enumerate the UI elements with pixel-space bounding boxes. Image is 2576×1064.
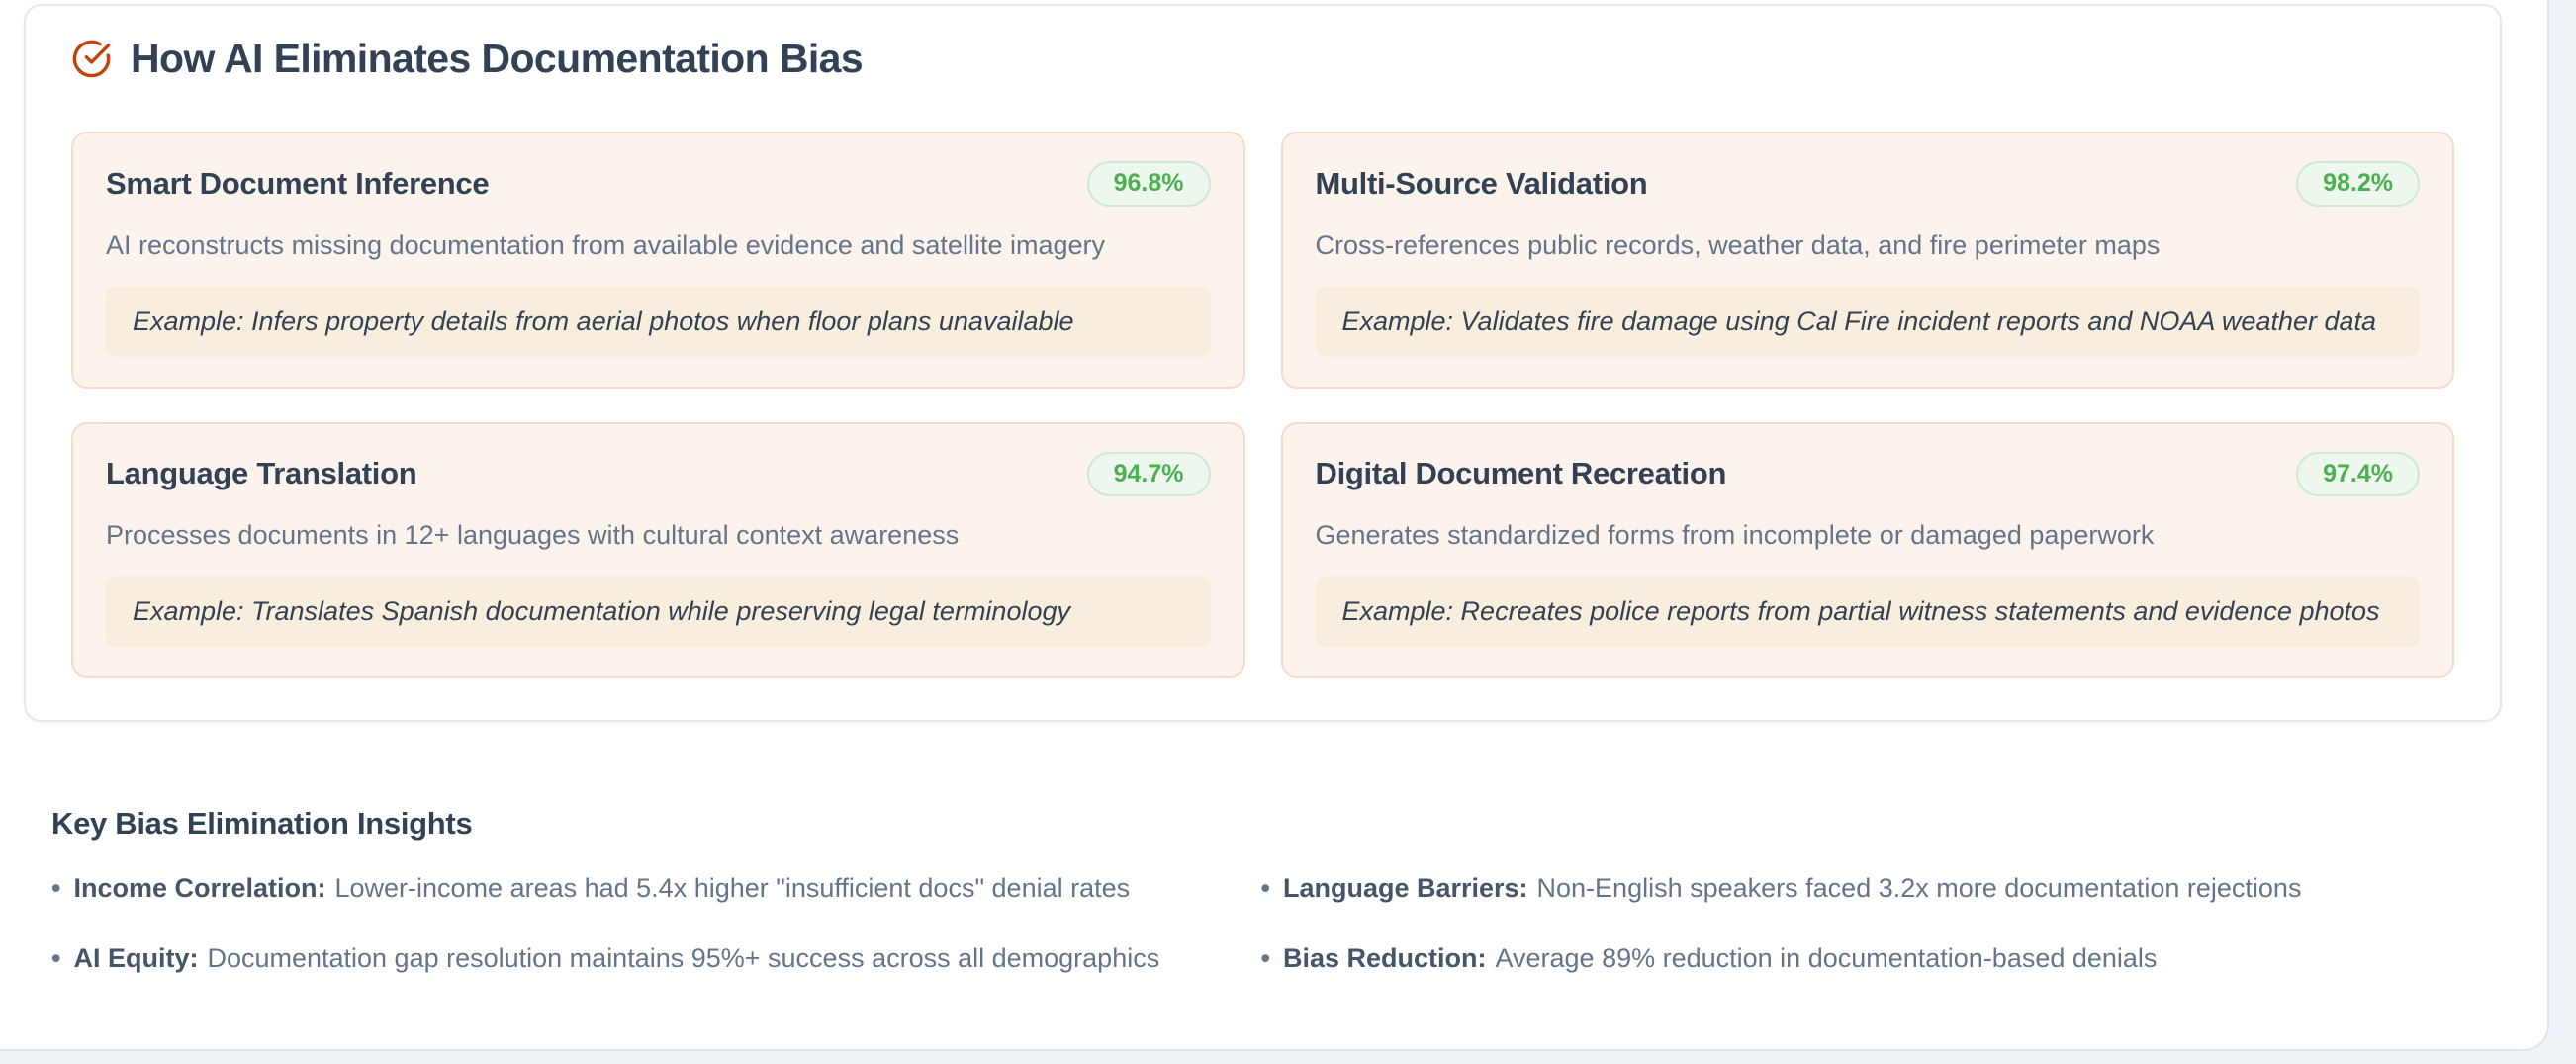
documentation-bias-card: How AI Eliminates Documentation Bias Sma… bbox=[24, 4, 2502, 722]
feature-card-header: Multi-Source Validation 98.2% bbox=[1315, 161, 2420, 207]
accuracy-badge: 97.4% bbox=[2296, 451, 2420, 496]
insight-bias-reduction: • Bias Reduction: Average 89% reduction … bbox=[1261, 943, 2471, 974]
accuracy-badge: 96.8% bbox=[1086, 161, 1211, 207]
card-header: How AI Eliminates Documentation Bias bbox=[71, 36, 2454, 82]
insight-text: Average 89% reduction in documentation-b… bbox=[1495, 943, 2158, 973]
accuracy-badge: 94.7% bbox=[1086, 451, 1211, 496]
feature-description: Processes documents in 12+ languages wit… bbox=[106, 520, 960, 550]
feature-description: Generates standardized forms from incomp… bbox=[1315, 520, 2155, 550]
insight-label: Bias Reduction: bbox=[1282, 943, 1487, 973]
feature-title: Digital Document Recreation bbox=[1315, 456, 1727, 491]
insight-text: Documentation gap resolution maintains 9… bbox=[207, 943, 1160, 973]
feature-card-smart-document-inference: Smart Document Inference 96.8% AI recons… bbox=[71, 132, 1245, 389]
feature-description: AI reconstructs missing documentation fr… bbox=[106, 229, 1105, 260]
insight-language-barriers: • Language Barriers: Non-English speaker… bbox=[1261, 873, 2471, 904]
feature-title: Smart Document Inference bbox=[106, 165, 490, 201]
feature-card-header: Digital Document Recreation 97.4% bbox=[1315, 451, 2420, 496]
insight-income-correlation: • Income Correlation: Lower-income areas… bbox=[51, 873, 1261, 904]
feature-description: Cross-references public records, weather… bbox=[1315, 229, 2161, 260]
insight-label: Language Barriers: bbox=[1282, 873, 1528, 903]
feature-example: Example: Infers property details from ae… bbox=[106, 286, 1211, 357]
key-insights-section: Key Bias Elimination Insights • Income C… bbox=[51, 806, 2470, 974]
feature-title: Multi-Source Validation bbox=[1315, 165, 1648, 201]
insight-text: Lower-income areas had 5.4x higher "insu… bbox=[334, 873, 1131, 903]
feature-card-digital-document-recreation: Digital Document Recreation 97.4% Genera… bbox=[1280, 421, 2454, 678]
feature-card-language-translation: Language Translation 94.7% Processes doc… bbox=[71, 421, 1245, 678]
feature-example: Example: Translates Spanish documentatio… bbox=[106, 576, 1211, 647]
feature-card-multi-source-validation: Multi-Source Validation 98.2% Cross-refe… bbox=[1280, 132, 2454, 389]
insight-label: Income Correlation: bbox=[73, 873, 326, 903]
feature-example: Example: Validates fire damage using Cal… bbox=[1315, 286, 2420, 357]
features-grid: Smart Document Inference 96.8% AI recons… bbox=[71, 132, 2454, 678]
insight-label: AI Equity: bbox=[73, 943, 199, 973]
feature-example: Example: Recreates police reports from p… bbox=[1315, 576, 2420, 647]
insights-grid: • Income Correlation: Lower-income areas… bbox=[51, 873, 2470, 974]
feature-card-header: Language Translation 94.7% bbox=[106, 451, 1211, 496]
feature-title: Language Translation bbox=[106, 456, 417, 491]
page-container: How AI Eliminates Documentation Bias Sma… bbox=[0, 0, 2549, 1051]
insight-ai-equity: • AI Equity: Documentation gap resolutio… bbox=[51, 943, 1261, 974]
page-title: How AI Eliminates Documentation Bias bbox=[131, 36, 864, 81]
bullet-icon: • bbox=[1260, 943, 1270, 973]
insight-text: Non-English speakers faced 3.2x more doc… bbox=[1536, 873, 2302, 903]
feature-card-header: Smart Document Inference 96.8% bbox=[106, 161, 1211, 207]
insights-heading: Key Bias Elimination Insights bbox=[51, 806, 473, 841]
check-circle-icon bbox=[72, 40, 111, 78]
bullet-icon: • bbox=[1260, 873, 1270, 903]
accuracy-badge: 98.2% bbox=[2296, 161, 2420, 207]
bullet-icon: • bbox=[51, 873, 61, 903]
bullet-icon: • bbox=[51, 943, 61, 973]
